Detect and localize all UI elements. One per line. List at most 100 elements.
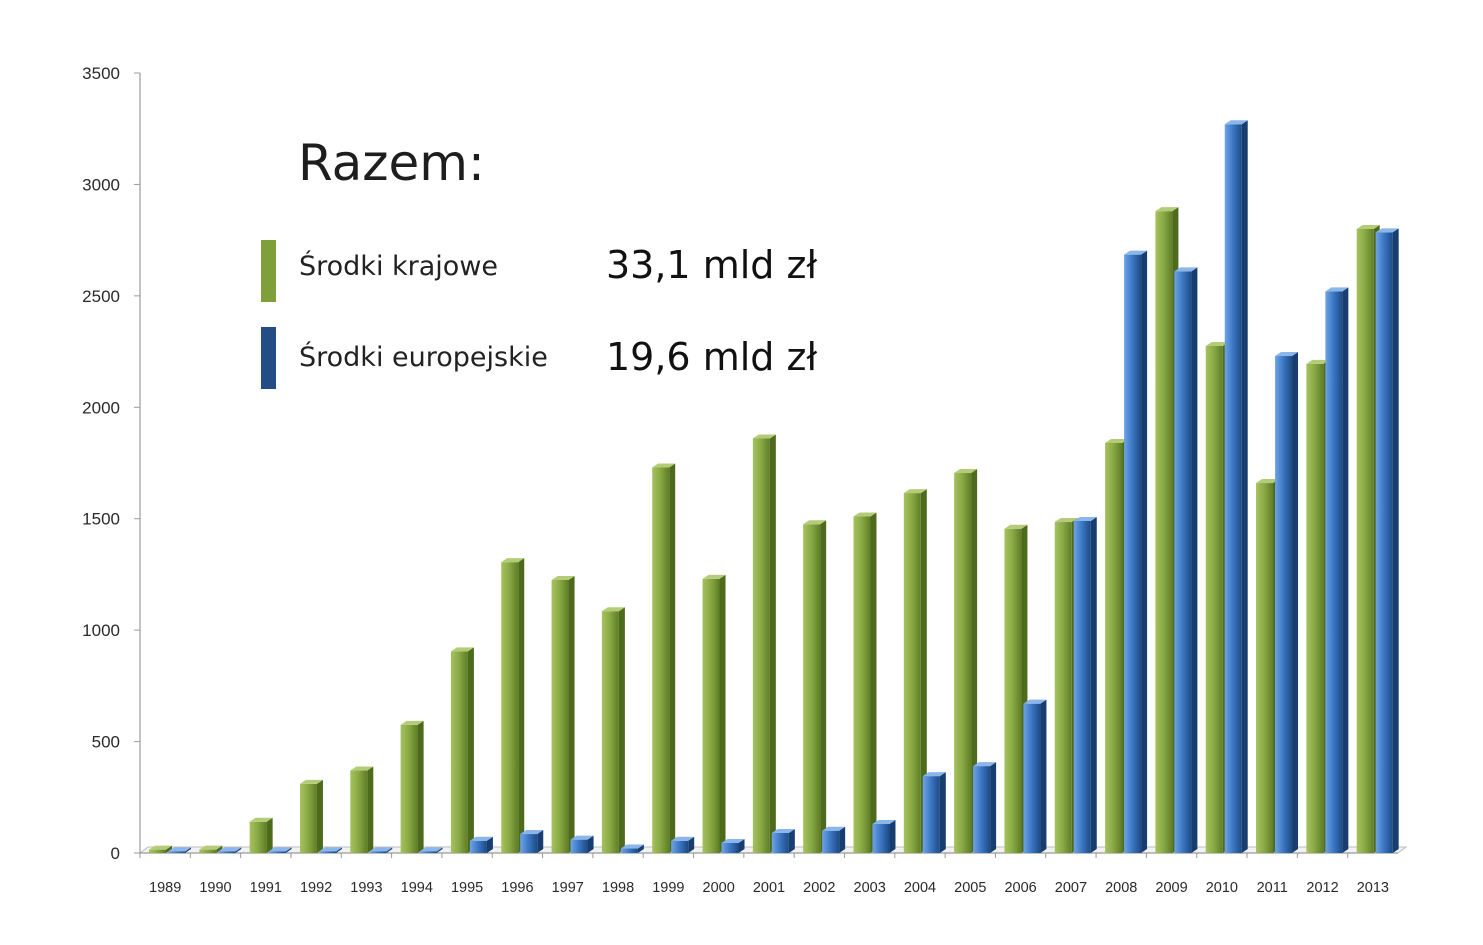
bar-side: [185, 847, 191, 853]
bar-side: [1090, 516, 1097, 853]
bar-europejskie-1999: [671, 836, 695, 853]
bar-front: [601, 611, 619, 853]
bar-front: [853, 516, 871, 853]
bar-europejskie-2005: [973, 762, 997, 853]
bar-europejskie-1994: [419, 847, 443, 853]
bar-side: [990, 762, 997, 853]
bar-front: [1023, 703, 1041, 853]
bar-front: [350, 770, 368, 853]
bar-europejskie-2011: [1275, 352, 1299, 853]
bar-europejskie-1990: [218, 847, 242, 853]
bar-front: [1325, 291, 1343, 853]
bar-side: [769, 434, 776, 853]
bar-top: [1054, 518, 1078, 523]
bar-side: [386, 847, 393, 853]
bar-side: [316, 779, 323, 853]
bar-side: [166, 845, 172, 853]
bar-top: [318, 847, 342, 852]
legend-label-europejskie: Środki europejskie: [299, 342, 548, 373]
bar-top: [218, 847, 242, 852]
bar-front: [702, 578, 720, 853]
bar-top: [620, 844, 644, 849]
bar-top: [1004, 524, 1028, 529]
bar-top: [922, 772, 946, 777]
bar-europejskie-1992: [318, 847, 342, 853]
bar-europejskie-2001: [771, 828, 795, 853]
bar-top: [570, 835, 594, 840]
bar-front: [1004, 528, 1022, 853]
bar-krajowe-1989: [149, 845, 172, 853]
bar-front: [803, 524, 821, 853]
bar-top: [199, 845, 223, 850]
bar-front: [520, 834, 538, 853]
x-tick-label: 2010: [1206, 880, 1238, 896]
bar-top: [168, 847, 191, 852]
bar-krajowe-2003: [853, 512, 877, 853]
bar-top: [803, 520, 827, 525]
bar-krajowe-1998: [601, 607, 625, 853]
x-tick-label: 1989: [149, 880, 181, 896]
bar-side: [1342, 287, 1349, 853]
bar-side: [688, 836, 695, 853]
bar-top: [1105, 438, 1129, 443]
bar-top: [872, 820, 896, 825]
bar-front: [1105, 442, 1123, 853]
bar-side: [367, 766, 374, 853]
bar-front: [469, 840, 487, 853]
bar-top: [652, 463, 676, 468]
bar-top: [249, 817, 273, 822]
bar-front: [299, 783, 317, 853]
bar-top: [350, 766, 374, 771]
x-tick-label: 1994: [401, 880, 433, 896]
bar-front: [419, 851, 437, 853]
bar-front: [954, 473, 972, 853]
bar-front: [620, 848, 638, 853]
bar-top: [671, 836, 695, 841]
x-tick-label: 2007: [1055, 880, 1087, 896]
bar-front: [249, 821, 267, 853]
bar-top: [1275, 352, 1299, 357]
bar-krajowe-2002: [803, 520, 827, 853]
bar-krajowe-1996: [501, 558, 525, 853]
bar-top: [752, 434, 776, 439]
x-tick-label: 2005: [954, 880, 986, 896]
bar-front: [551, 580, 569, 853]
bar-top: [822, 826, 846, 831]
bar-side: [738, 838, 745, 853]
bar-top: [1073, 516, 1097, 521]
bar-side: [486, 836, 493, 853]
x-tick-label: 2009: [1155, 880, 1187, 896]
bars: [149, 120, 1399, 854]
bar-top: [268, 847, 292, 852]
x-tick-label: 1996: [501, 880, 533, 896]
bar-krajowe-2000: [702, 574, 726, 853]
bar-front: [1073, 520, 1091, 853]
bar-front: [149, 849, 166, 853]
bar-front: [903, 493, 921, 853]
bar-top: [1325, 287, 1349, 292]
x-tick-label: 2006: [1004, 880, 1036, 896]
bar-top: [1375, 228, 1399, 233]
x-tick-label: 2002: [803, 880, 835, 896]
bar-side: [920, 489, 927, 853]
bar-top: [520, 830, 544, 835]
bar-front: [1124, 254, 1142, 854]
bar-europejskie-1996: [520, 830, 544, 853]
bar-side: [889, 820, 896, 853]
bar-front: [1256, 483, 1274, 853]
bar-krajowe-1997: [551, 576, 575, 853]
y-tick-label: 1000: [82, 621, 120, 640]
bar-europejskie-2013: [1375, 228, 1399, 854]
bar-side: [637, 844, 644, 853]
bar-front: [1356, 229, 1374, 853]
bar-front: [652, 467, 670, 853]
y-tick-label: 3000: [82, 175, 120, 194]
bar-front: [501, 562, 519, 853]
x-tick-label: 2008: [1105, 880, 1137, 896]
bar-top: [1155, 207, 1179, 212]
x-tick-label: 1998: [602, 880, 634, 896]
bar-front: [1275, 356, 1293, 853]
bar-side: [669, 463, 676, 853]
bar-krajowe-1992: [299, 779, 323, 853]
bar-side: [335, 847, 342, 853]
